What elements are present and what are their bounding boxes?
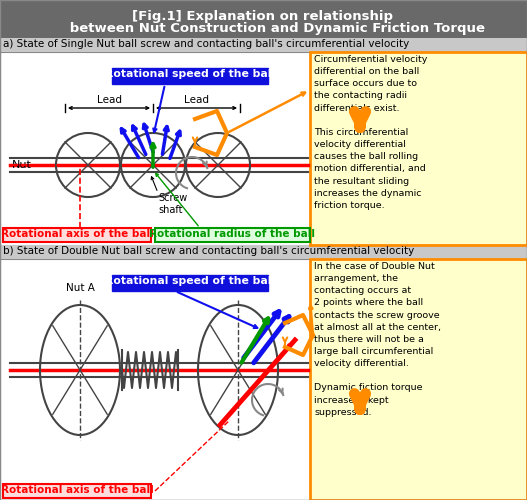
Bar (3, 228, 151, 242)
Bar (112, 275, 268, 291)
Bar (0, 38, 527, 52)
Text: Rotational axis of the ball: Rotational axis of the ball (1, 485, 153, 495)
Bar (155, 228, 310, 242)
Text: Screw
shaft: Screw shaft (158, 193, 187, 214)
Text: between Nut Construction and Dynamic Friction Torque: between Nut Construction and Dynamic Fri… (42, 22, 484, 35)
Bar (112, 68, 268, 84)
Text: In the case of Double Nut
arrangement, the
contacting occurs at
2 points where t: In the case of Double Nut arrangement, t… (314, 262, 441, 417)
Text: Rotational radius of the ball: Rotational radius of the ball (149, 229, 315, 239)
Text: Lead: Lead (184, 95, 209, 105)
Bar (310, 52, 527, 245)
Bar (310, 259, 527, 500)
Text: b) State of Double Nut ball screw and contacting ball's circumferential velocity: b) State of Double Nut ball screw and co… (3, 246, 414, 256)
Text: Nut: Nut (12, 160, 32, 170)
Bar (3, 484, 151, 498)
Text: Circumferential velocity
differential on the ball
surface occurs due to
the cont: Circumferential velocity differential on… (314, 55, 427, 210)
Bar (0, 245, 527, 259)
Text: Rotational speed of the ball: Rotational speed of the ball (105, 276, 275, 286)
Text: Rotational axis of the ball: Rotational axis of the ball (1, 229, 153, 239)
Bar (0, 259, 527, 500)
Text: [Fig.1] Explanation on relationship: [Fig.1] Explanation on relationship (132, 10, 394, 23)
Text: Nut A: Nut A (65, 283, 94, 293)
Text: Rotational speed of the ball: Rotational speed of the ball (105, 69, 275, 79)
Text: Nut B: Nut B (223, 283, 252, 293)
Bar (0, 0, 527, 38)
Text: Lead: Lead (96, 95, 122, 105)
Bar (0, 52, 527, 245)
Text: a) State of Single Nut ball screw and contacting ball's circumferential velocity: a) State of Single Nut ball screw and co… (3, 39, 409, 49)
